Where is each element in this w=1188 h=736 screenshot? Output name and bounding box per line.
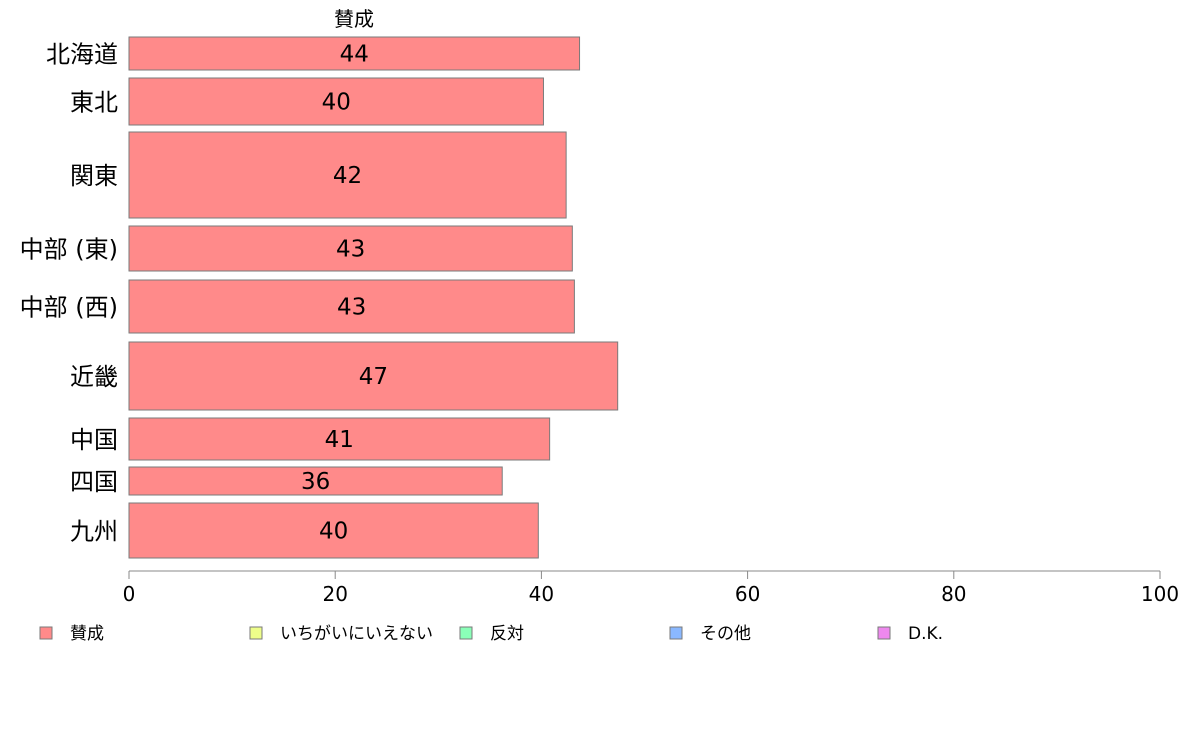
bar-value-label: 40 bbox=[319, 519, 348, 545]
category-label: 東北 bbox=[70, 89, 118, 117]
bar-segment bbox=[128, 466, 503, 496]
category-label: 中国 bbox=[70, 426, 118, 454]
bar-value-label: 42 bbox=[333, 163, 362, 189]
bar-segment bbox=[128, 341, 619, 411]
x-tick-label: 40 bbox=[529, 582, 554, 606]
legend-label: D.K. bbox=[908, 624, 943, 644]
legend-swatch bbox=[459, 626, 473, 640]
category-label: 関東 bbox=[70, 162, 118, 190]
x-tick-label: 60 bbox=[735, 582, 760, 606]
bar-segment bbox=[128, 279, 575, 334]
category-label: 近畿 bbox=[70, 363, 118, 391]
bar-segment bbox=[128, 502, 539, 559]
bar-value-label: 40 bbox=[322, 90, 351, 116]
legend-swatch bbox=[669, 626, 683, 640]
legend-swatch bbox=[249, 626, 263, 640]
legend-label: その他 bbox=[700, 624, 751, 644]
bar-value-label: 47 bbox=[359, 364, 388, 390]
bars-group bbox=[128, 36, 619, 559]
legend-label: いちがいにいえない bbox=[280, 624, 433, 644]
bar-value-label: 41 bbox=[325, 427, 354, 453]
bar-value-label: 43 bbox=[337, 295, 366, 321]
category-label: 四国 bbox=[70, 468, 118, 496]
x-tick-label: 80 bbox=[941, 582, 966, 606]
bar-value-label: 36 bbox=[301, 469, 330, 495]
category-label: 九州 bbox=[70, 518, 118, 546]
legend-swatch bbox=[877, 626, 891, 640]
x-tick-label: 100 bbox=[1141, 582, 1179, 606]
column-header-label: 賛成 bbox=[334, 7, 374, 31]
bar-segment bbox=[128, 131, 567, 219]
legend-label: 賛成 bbox=[70, 624, 104, 644]
legend-swatch bbox=[39, 626, 53, 640]
bar-value-label: 44 bbox=[340, 42, 369, 68]
x-tick-label: 20 bbox=[322, 582, 347, 606]
x-tick-label: 0 bbox=[123, 582, 136, 606]
category-label: 中部 (西) bbox=[20, 294, 118, 322]
value-labels: 44 40 42 43 43 47 41 36 40 bbox=[301, 42, 388, 545]
legend: 賛成 いちがいにいえない 反対 その他 D.K. bbox=[39, 624, 943, 644]
bar-value-label: 43 bbox=[336, 237, 365, 263]
bar-segment bbox=[128, 225, 573, 272]
legend-label: 反対 bbox=[490, 624, 524, 644]
category-label: 中部 (東) bbox=[20, 236, 118, 264]
category-label: 北海道 bbox=[46, 41, 118, 69]
x-axis: 0 20 40 60 80 100 bbox=[123, 570, 1179, 606]
bar-segment bbox=[128, 77, 544, 126]
bar-segment bbox=[128, 36, 581, 71]
bar-segment bbox=[128, 417, 551, 461]
